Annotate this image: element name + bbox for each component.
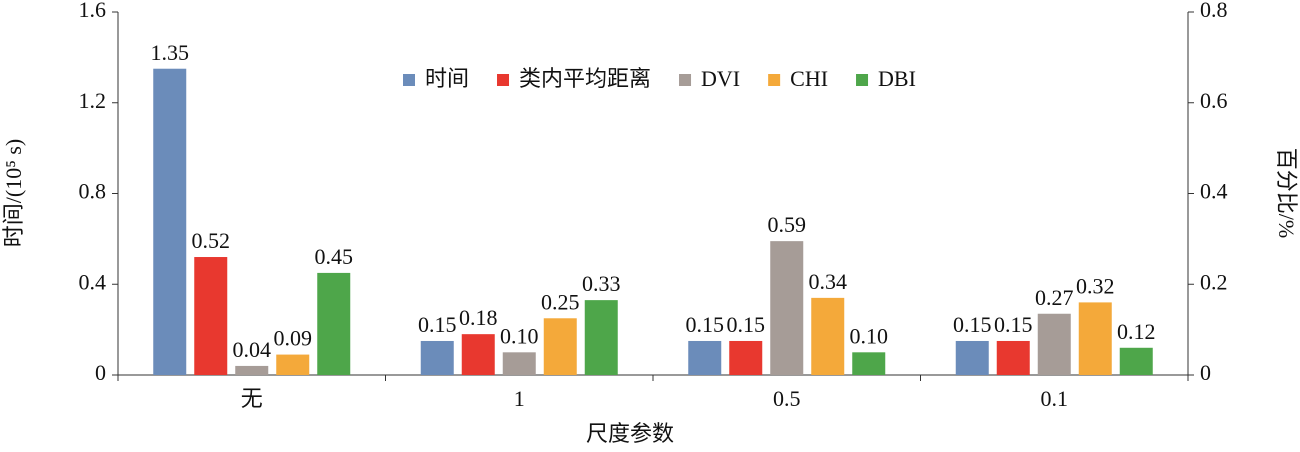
y-tick-label: 0.8 — [79, 179, 107, 204]
y-tick-label: 0.4 — [79, 269, 107, 294]
data-label: 0.15 — [953, 312, 992, 337]
data-label: 0.12 — [1117, 319, 1156, 344]
y-tick-label: 1.2 — [79, 88, 107, 113]
bar — [543, 318, 577, 375]
bar — [1078, 302, 1112, 375]
bar — [584, 300, 618, 375]
data-label: 0.52 — [192, 228, 231, 253]
bar — [996, 340, 1030, 375]
data-label: 0.09 — [274, 326, 313, 351]
y2-tick-label: 0.2 — [1200, 269, 1228, 294]
bar — [955, 340, 989, 375]
bar — [194, 257, 228, 375]
y2-axis-title: 百分比/% — [1274, 148, 1299, 238]
data-label: 0.32 — [1076, 273, 1115, 298]
bar — [420, 340, 454, 375]
y-tick-label: 1.6 — [79, 0, 107, 22]
data-label: 0.10 — [500, 323, 539, 348]
x-tick-label: 0.1 — [1041, 386, 1069, 411]
bar — [502, 352, 536, 375]
legend-swatch — [403, 74, 415, 86]
data-label: 0.33 — [582, 271, 621, 296]
bar — [688, 340, 722, 375]
x-axis-title: 尺度参数 — [586, 421, 674, 446]
data-label: 0.04 — [233, 337, 272, 362]
y-axis-title: 时间/(10⁵ s) — [1, 139, 26, 248]
bar — [461, 334, 495, 375]
data-label: 0.15 — [727, 312, 766, 337]
legend-swatch — [768, 74, 781, 86]
y2-tick-label: 0.4 — [1200, 179, 1228, 204]
data-label: 0.18 — [459, 305, 498, 330]
data-label: 1.35 — [151, 40, 190, 65]
data-label: 0.27 — [1035, 285, 1074, 310]
x-tick-label: 无 — [241, 386, 263, 411]
data-label: 0.25 — [541, 289, 580, 314]
data-label: 0.34 — [809, 269, 848, 294]
bar — [153, 68, 187, 375]
x-tick-label: 0.5 — [773, 386, 801, 411]
y2-tick-label: 0.8 — [1200, 0, 1228, 22]
legend-label: DBI — [878, 66, 916, 91]
legend-swatch — [679, 74, 692, 86]
data-label: 0.15 — [686, 312, 725, 337]
data-label: 0.59 — [768, 212, 807, 237]
legend-label: 时间 — [425, 66, 469, 91]
bar — [1037, 313, 1071, 375]
legend-label: DVI — [701, 66, 740, 91]
bar — [852, 352, 886, 375]
bar — [1119, 347, 1153, 375]
legend-swatch — [497, 74, 510, 86]
y2-tick-label: 0.6 — [1200, 88, 1228, 113]
bar — [276, 354, 310, 375]
legend-label: 类内平均距离 — [519, 66, 651, 91]
y-tick-label: 0 — [95, 360, 106, 385]
bar — [317, 272, 351, 375]
bar — [770, 241, 804, 375]
data-label: 0.45 — [315, 244, 354, 269]
legend-swatch — [856, 74, 869, 86]
x-tick-label: 1 — [514, 386, 525, 411]
data-label: 0.10 — [850, 323, 889, 348]
bar — [811, 297, 845, 375]
data-label: 0.15 — [994, 312, 1033, 337]
bar — [729, 340, 763, 375]
y2-tick-label: 0 — [1200, 360, 1211, 385]
legend-label: CHI — [790, 66, 828, 91]
bar — [235, 365, 269, 375]
data-label: 0.15 — [418, 312, 457, 337]
